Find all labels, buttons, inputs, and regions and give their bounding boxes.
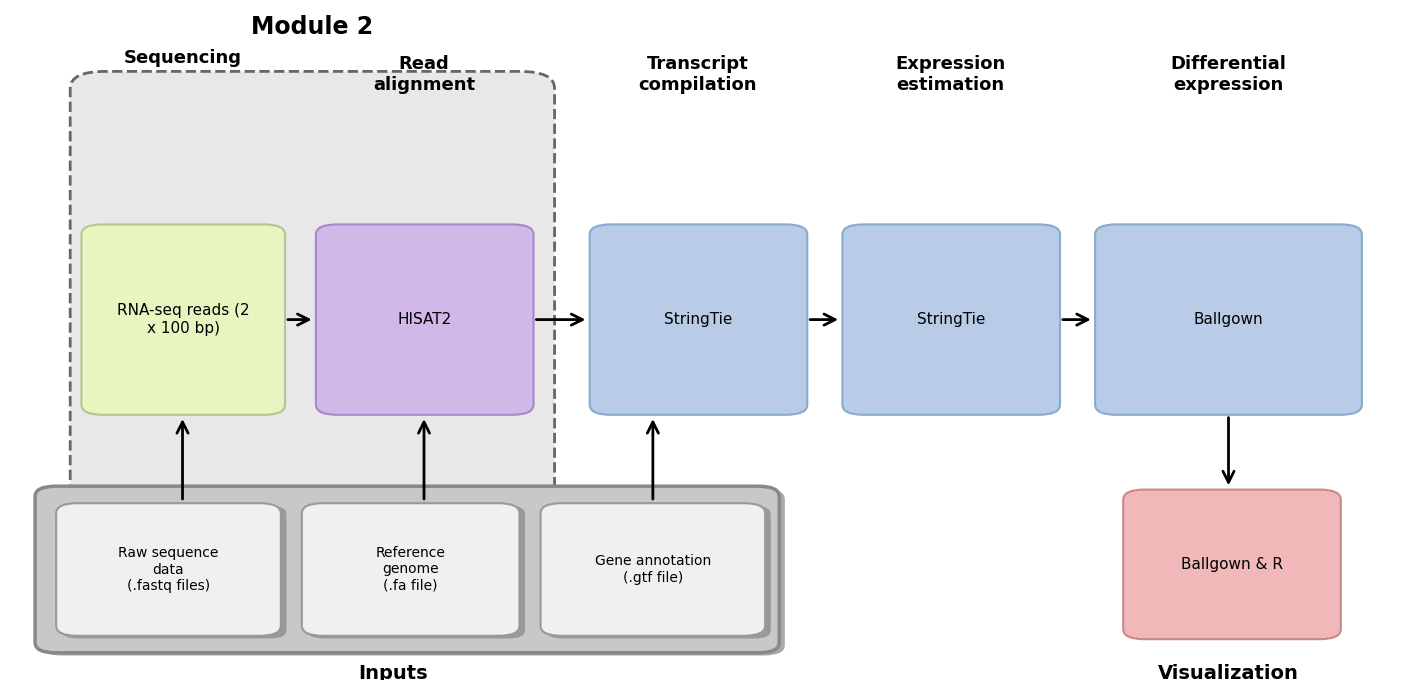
Text: Ballgown & R: Ballgown & R xyxy=(1181,557,1283,572)
Text: StringTie: StringTie xyxy=(664,312,733,327)
FancyBboxPatch shape xyxy=(842,224,1060,415)
Text: Inputs: Inputs xyxy=(358,664,428,680)
FancyBboxPatch shape xyxy=(1123,490,1341,639)
Text: Gene annotation
(.gtf file): Gene annotation (.gtf file) xyxy=(595,554,710,585)
Text: Raw sequence
data
(.fastq files): Raw sequence data (.fastq files) xyxy=(118,546,219,593)
FancyBboxPatch shape xyxy=(302,503,519,636)
FancyBboxPatch shape xyxy=(541,503,765,636)
FancyBboxPatch shape xyxy=(546,506,771,639)
Text: Module 2: Module 2 xyxy=(251,15,372,39)
Text: Sequencing: Sequencing xyxy=(124,49,241,67)
FancyBboxPatch shape xyxy=(35,486,779,653)
FancyBboxPatch shape xyxy=(590,224,807,415)
Text: Expression
estimation: Expression estimation xyxy=(896,55,1005,95)
Text: HISAT2: HISAT2 xyxy=(397,312,452,327)
Text: Transcript
compilation: Transcript compilation xyxy=(639,55,757,95)
Text: StringTie: StringTie xyxy=(917,312,986,327)
FancyBboxPatch shape xyxy=(81,224,285,415)
FancyBboxPatch shape xyxy=(316,224,534,415)
Text: Ballgown: Ballgown xyxy=(1193,312,1264,327)
FancyBboxPatch shape xyxy=(70,71,555,547)
FancyBboxPatch shape xyxy=(1095,224,1362,415)
FancyBboxPatch shape xyxy=(56,503,281,636)
Text: Visualization: Visualization xyxy=(1158,664,1299,680)
FancyBboxPatch shape xyxy=(307,506,525,639)
Text: Read
alignment: Read alignment xyxy=(373,55,475,95)
FancyBboxPatch shape xyxy=(41,489,785,656)
Text: Differential
expression: Differential expression xyxy=(1171,55,1286,95)
Text: Reference
genome
(.fa file): Reference genome (.fa file) xyxy=(376,546,445,593)
FancyBboxPatch shape xyxy=(62,506,286,639)
Text: RNA-seq reads (2
x 100 bp): RNA-seq reads (2 x 100 bp) xyxy=(117,303,250,336)
